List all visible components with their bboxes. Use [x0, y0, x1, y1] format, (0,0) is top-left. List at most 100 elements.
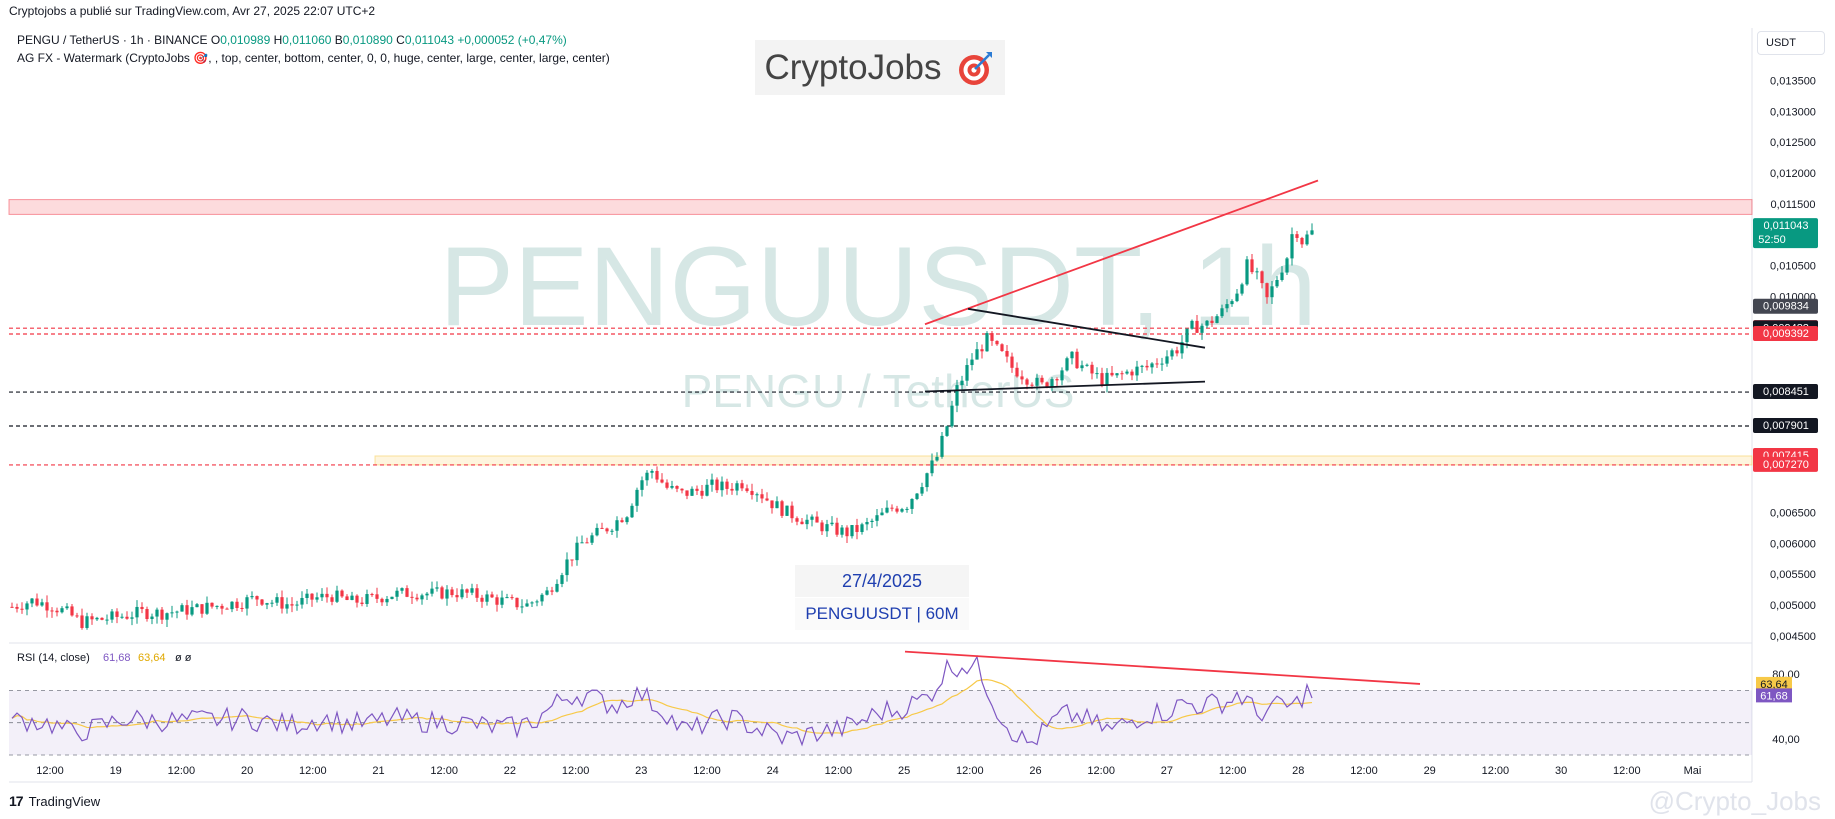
candle-body [800, 521, 804, 525]
ohlc-value-B: 0,010890 [342, 33, 393, 47]
candle-body [975, 349, 979, 360]
candle-body [855, 525, 859, 533]
rsi-label[interactable]: RSI (14, close) [17, 652, 90, 664]
candle-body [790, 505, 794, 519]
price-badge: 0,007901 [1753, 417, 1818, 433]
candle-body [700, 490, 704, 496]
price-badge: 0,009392 [1753, 325, 1818, 341]
candle-body [20, 608, 24, 610]
candle-body [680, 488, 684, 491]
candle-body [160, 609, 164, 620]
candle-body [30, 598, 34, 604]
candle-body [265, 603, 269, 605]
candle-body [850, 525, 854, 537]
ohlc-values: O0,010989 H0,011060 B0,010890 C0,011043 [211, 33, 454, 47]
candle-body [760, 494, 764, 499]
candle-body [290, 604, 294, 606]
x-tick-label: 21 [372, 765, 384, 777]
symbol-title[interactable]: PENGU / TetherUS · 1h · BINANCE [17, 33, 208, 47]
x-tick-label: 12:00 [693, 765, 721, 777]
candle-body [810, 516, 814, 520]
price-badge-bg [1753, 384, 1818, 400]
candle-body [900, 509, 904, 512]
candle-body [515, 597, 519, 608]
candle-body [795, 518, 799, 522]
candle-body [1160, 363, 1164, 365]
y-tick-label: 0,004500 [1770, 631, 1816, 643]
candle-body [495, 597, 499, 605]
candle-body [650, 470, 654, 473]
candle-body [410, 596, 414, 598]
trendline-1 [967, 307, 1206, 349]
x-tick-label: 30 [1555, 765, 1567, 777]
candle-body [995, 340, 999, 345]
candle-body [655, 470, 659, 480]
x-tick-label: 12:00 [168, 765, 196, 777]
currency-button[interactable]: USDT [1757, 31, 1825, 55]
candle-body [1205, 320, 1209, 326]
candle-body [455, 595, 459, 598]
candle-body [1015, 367, 1019, 377]
price-badge-value: 0,007270 [1763, 459, 1809, 471]
y-tick-label: 0,006500 [1770, 507, 1816, 519]
candle-body [335, 590, 339, 602]
price-badge-bg [1753, 218, 1818, 249]
ohlc-value-C: 0,011043 [404, 33, 454, 47]
x-tick-label: 12:00 [825, 765, 853, 777]
price-badge-bg [1753, 298, 1818, 314]
candle-body [385, 598, 389, 603]
candle-body [250, 596, 254, 598]
candle-body [295, 604, 299, 606]
rsi-badge-bg [1756, 688, 1792, 703]
candle-body [400, 588, 404, 591]
candle-body [1140, 365, 1144, 367]
rsi-tick-label: 40,00 [1772, 734, 1800, 746]
author-handle: @Crypto_Jobs [1648, 786, 1821, 816]
zone-1 [374, 455, 1753, 466]
candle-body [620, 520, 624, 523]
candle-body [420, 595, 424, 600]
candle-body [500, 597, 504, 605]
candle-body [55, 610, 59, 613]
candle-body [925, 473, 929, 488]
candle-body [915, 493, 919, 499]
ohlc-key-H: H [270, 33, 283, 47]
candle-body [985, 333, 989, 352]
candle-body [1260, 271, 1264, 284]
candle-body [1295, 234, 1299, 238]
x-tick-label: 12:00 [430, 765, 458, 777]
candle-body [300, 597, 304, 605]
candle-body [1175, 350, 1179, 354]
price-badge-value: 0,007901 [1763, 420, 1809, 432]
footer-brand[interactable]: 17 TradingView [9, 793, 100, 809]
candle-body [490, 594, 494, 598]
candle-body [475, 588, 479, 598]
candle-body [285, 604, 289, 609]
candle-body [310, 593, 314, 600]
candle-body [1230, 301, 1234, 305]
candle-body [595, 527, 599, 536]
candle-body [770, 500, 774, 509]
candle-body [375, 594, 379, 599]
x-tick-label: 29 [1424, 765, 1436, 777]
candle-body [970, 359, 974, 366]
candle-body [545, 590, 549, 595]
candle-body [415, 597, 419, 600]
rsi-ma-badge: 63,64 [1760, 679, 1788, 691]
candle-body [1290, 234, 1294, 259]
x-tick-label: 20 [241, 765, 253, 777]
candle-body [735, 483, 739, 491]
x-tick-label: 12:00 [562, 765, 590, 777]
candle-body [630, 505, 634, 518]
candle-body [425, 593, 429, 596]
candle-body [1235, 293, 1239, 302]
candle-body [560, 575, 564, 584]
candle-body [130, 617, 134, 619]
candle-body [870, 520, 874, 523]
candle-body [1155, 363, 1159, 365]
indicator-line[interactable]: AG FX - Watermark (CryptoJobs 🎯, , top, … [17, 51, 610, 65]
candle-body [815, 516, 819, 523]
candle-body [1215, 316, 1219, 323]
